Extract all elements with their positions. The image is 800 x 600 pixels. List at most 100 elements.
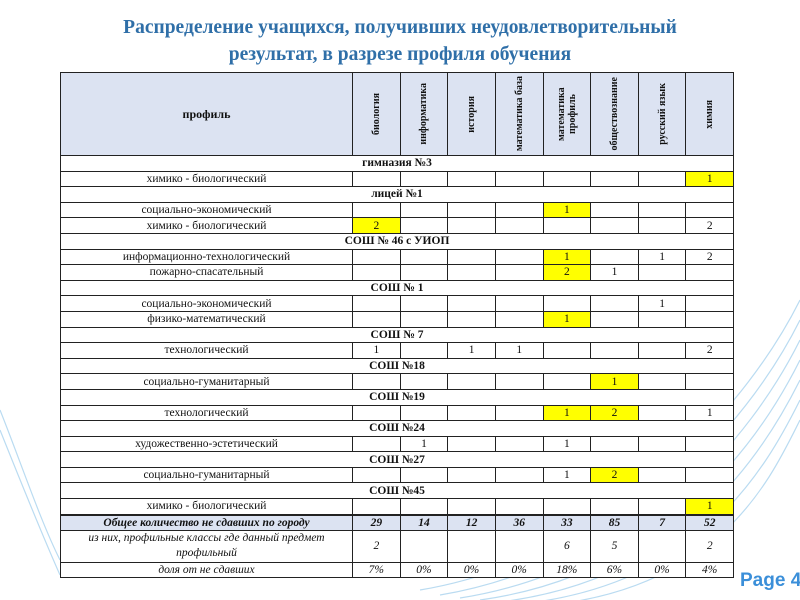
value-cell (352, 404, 401, 422)
value-cell (399, 466, 449, 484)
table-row: информационно-технологический 1 1 2 (60, 248, 734, 266)
profile-name: социально-экономический (60, 201, 353, 219)
school-name: СОШ № 46 с УИОП (60, 232, 734, 250)
value-cell (494, 435, 544, 453)
value-cell: 5 (590, 529, 639, 563)
table-row: пожарно-спасательный 2 1 (60, 264, 734, 281)
value-cell: 33 (542, 513, 592, 531)
value-cell (399, 217, 449, 234)
value-cell (352, 310, 401, 328)
value-cell (637, 342, 687, 359)
value-cell: 7% (352, 561, 401, 578)
header-subject: русский язык (637, 72, 687, 156)
profile-name: технологический (60, 404, 353, 422)
slide-title: Распределение учащихся, получивших неудо… (0, 14, 800, 68)
value-cell (590, 435, 639, 453)
value-cell (399, 529, 449, 563)
header-subject-label: химия (704, 99, 716, 129)
value-cell: 1 (590, 264, 639, 281)
value-cell (590, 201, 639, 219)
value-cell (399, 264, 449, 281)
school-row: СОШ №24 (60, 420, 734, 437)
profile-name: химико - биологический (60, 170, 353, 188)
value-cell (352, 295, 401, 312)
header-row: профиль биология информатика история матема… (60, 72, 734, 156)
value-cell: 0% (637, 561, 687, 578)
header-subject: обществознание (590, 72, 639, 156)
value-cell (685, 264, 734, 281)
table-row: химико - биологический 2 2 (60, 217, 734, 234)
value-cell: 1 (447, 342, 496, 359)
value-cell (447, 201, 496, 219)
school-name: лицей №1 (60, 186, 734, 203)
value-cell (685, 466, 734, 484)
value-cell (637, 404, 687, 422)
value-cell (447, 170, 496, 188)
header-subject-label: обществознание (608, 77, 620, 151)
school-name: СОШ №18 (60, 357, 734, 375)
value-cell (494, 217, 544, 234)
value-cell (590, 342, 639, 359)
value-cell: 4% (685, 561, 734, 578)
value-cell: 52 (685, 513, 734, 531)
profile-name: художественно-эстетический (60, 435, 353, 453)
header-subject-label: математика профиль (555, 87, 578, 141)
value-cell (399, 170, 449, 188)
table-row: технологический 1 2 1 (60, 404, 734, 422)
value-cell (494, 201, 544, 219)
value-cell: 2 (685, 529, 734, 563)
value-cell (494, 529, 544, 563)
value-cell: 29 (352, 513, 401, 531)
value-cell (399, 310, 449, 328)
value-cell (494, 498, 544, 516)
value-cell: 2 (590, 466, 639, 484)
value-cell (352, 435, 401, 453)
value-cell (352, 373, 401, 390)
value-cell: 1 (590, 373, 639, 390)
profile-name: информационно-технологический (60, 248, 353, 266)
header-subject-label: биология (370, 93, 382, 135)
value-cell: 2 (590, 404, 639, 422)
value-cell: 1 (542, 435, 592, 453)
school-name: СОШ № 1 (60, 279, 734, 297)
value-cell (685, 310, 734, 328)
value-cell (399, 404, 449, 422)
value-cell (637, 466, 687, 484)
value-cell: 0% (399, 561, 449, 578)
value-cell (637, 170, 687, 188)
row-label: Общее количество не сдавших по городу (60, 513, 353, 531)
value-cell (637, 529, 687, 563)
value-cell: 36 (494, 513, 544, 531)
value-cell (447, 435, 496, 453)
value-cell (352, 201, 401, 219)
value-cell (494, 170, 544, 188)
school-name: СОШ №45 (60, 482, 734, 500)
value-cell: 1 (637, 295, 687, 312)
value-cell (590, 498, 639, 516)
value-cell: 6% (590, 561, 639, 578)
school-row: СОШ №45 (60, 482, 734, 500)
header-subject: химия (685, 72, 734, 156)
value-cell (447, 466, 496, 484)
table-row: социально-экономический 1 (60, 201, 734, 219)
value-cell (542, 295, 592, 312)
profile-name: физико-математический (60, 310, 353, 328)
value-cell (399, 342, 449, 359)
value-cell: 1 (494, 342, 544, 359)
value-cell: 1 (542, 201, 592, 219)
school-row: СОШ № 7 (60, 326, 734, 344)
value-cell (542, 217, 592, 234)
value-cell: 1 (685, 170, 734, 188)
value-cell (399, 373, 449, 390)
value-cell (590, 170, 639, 188)
header-subject-label: математика база (513, 76, 525, 152)
value-cell (637, 498, 687, 516)
header-subject-label: информатика (418, 83, 430, 145)
value-cell (685, 201, 734, 219)
value-cell: 18% (542, 561, 592, 578)
value-cell: 0% (494, 561, 544, 578)
value-cell (590, 217, 639, 234)
value-cell (399, 498, 449, 516)
header-subject: биология (352, 72, 401, 156)
value-cell (685, 295, 734, 312)
